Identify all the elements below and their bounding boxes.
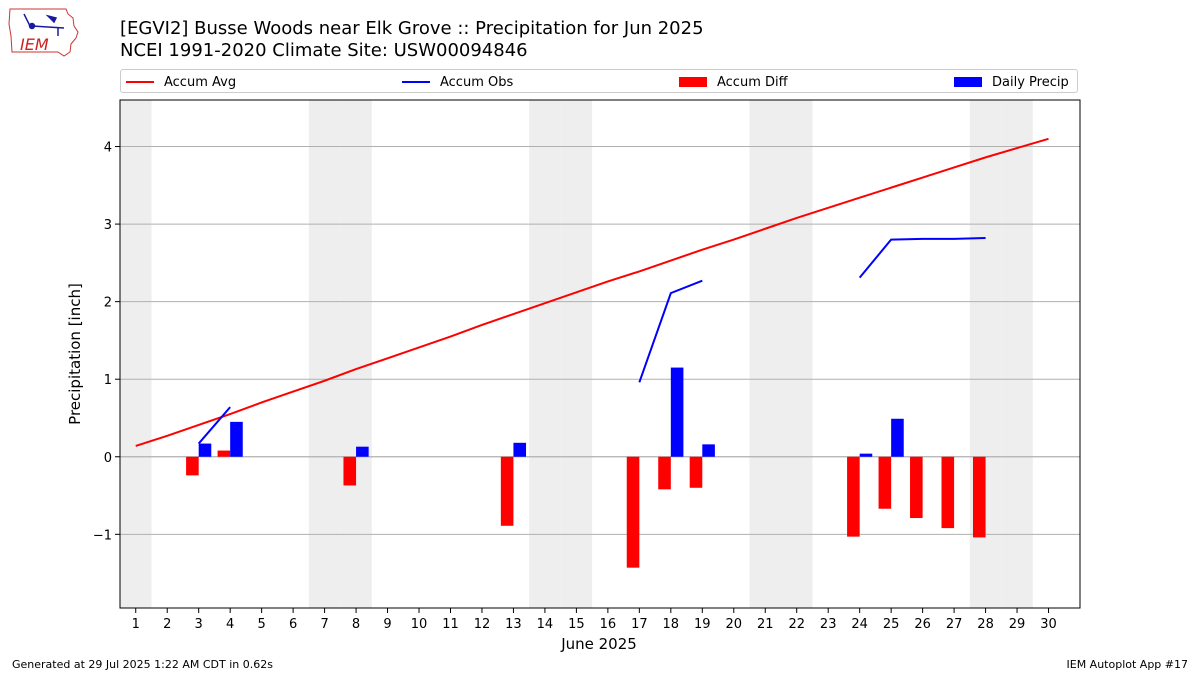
daily-precip-bar bbox=[670, 367, 684, 457]
legend: Accum Avg Accum Obs Accum Diff Daily Pre… bbox=[120, 69, 1078, 93]
y-tick-label: 1 bbox=[104, 373, 112, 388]
generated-note: Generated at 29 Jul 2025 1:22 AM CDT in … bbox=[12, 658, 273, 671]
accum-diff-bar bbox=[626, 456, 640, 568]
daily-precip-bar bbox=[513, 442, 527, 457]
x-tick-label: 20 bbox=[725, 617, 742, 632]
x-tick-label: 27 bbox=[946, 617, 963, 632]
legend-accum-avg-label: Accum Avg bbox=[164, 74, 237, 90]
legend-accum-obs: Accum Obs bbox=[402, 73, 513, 91]
y-tick-label: −1 bbox=[93, 528, 112, 543]
daily-precip-bar bbox=[859, 453, 873, 457]
legend-accum-diff: Accum Diff bbox=[679, 73, 788, 91]
accum-diff-bar bbox=[689, 456, 703, 488]
daily-precip-bar bbox=[891, 418, 904, 457]
accum-diff-bar bbox=[878, 456, 892, 509]
x-tick-label: 24 bbox=[851, 617, 868, 632]
iowa-map-icon: IEM bbox=[8, 8, 79, 57]
bars bbox=[186, 367, 986, 568]
accum-diff-bar bbox=[500, 456, 514, 526]
x-tick-label: 8 bbox=[352, 617, 360, 632]
y-tick-label: 4 bbox=[104, 141, 112, 156]
daily-precip-bar bbox=[198, 443, 212, 457]
x-tick-label: 7 bbox=[320, 617, 328, 632]
accum-diff-bar bbox=[847, 456, 860, 537]
accum-diff-bar bbox=[186, 456, 199, 476]
weekend-band bbox=[529, 100, 561, 608]
x-tick-label: 13 bbox=[505, 617, 522, 632]
x-tick-label: 26 bbox=[914, 617, 931, 632]
plot-frame bbox=[119, 99, 1081, 609]
weekend-band bbox=[1001, 100, 1033, 608]
iem-logo: IEM bbox=[8, 6, 80, 58]
weekend-band bbox=[340, 100, 372, 608]
accum-diff-bar bbox=[972, 456, 986, 538]
weekend-band bbox=[560, 100, 593, 608]
x-tick-label: 16 bbox=[600, 617, 617, 632]
accum-diff-bar bbox=[910, 456, 923, 519]
legend-daily-precip-label: Daily Precip bbox=[992, 74, 1069, 90]
app-note: IEM Autoplot App #17 bbox=[1066, 658, 1189, 671]
x-tick-label: 3 bbox=[195, 617, 203, 632]
x-tick-label: 6 bbox=[289, 617, 297, 632]
legend-accum-avg-swatch bbox=[126, 81, 154, 83]
x-tick-label: 22 bbox=[788, 617, 805, 632]
x-tick-label: 28 bbox=[977, 617, 994, 632]
x-tick-label: 4 bbox=[226, 617, 234, 632]
legend-accum-diff-label: Accum Diff bbox=[717, 74, 788, 90]
x-tick-label: 14 bbox=[537, 617, 554, 632]
accum-diff-bar bbox=[217, 450, 231, 457]
legend-daily-precip-swatch bbox=[954, 77, 982, 87]
x-tick-label: 12 bbox=[474, 617, 491, 632]
x-tick-label: 21 bbox=[757, 617, 774, 632]
weekend-band bbox=[120, 100, 152, 608]
legend-accum-obs-label: Accum Obs bbox=[440, 74, 514, 90]
accum-obs-line bbox=[858, 237, 986, 279]
y-axis-label: Precipitation [inch] bbox=[66, 283, 84, 425]
accum-obs-line bbox=[638, 279, 703, 383]
y-tick-label: 2 bbox=[104, 296, 112, 311]
x-tick-label: 18 bbox=[663, 617, 680, 632]
logo-text: IEM bbox=[20, 35, 49, 54]
weekend-shading bbox=[120, 100, 1033, 608]
x-tick-label: 1 bbox=[132, 617, 140, 632]
daily-precip-bar bbox=[230, 421, 243, 457]
x-tick-label: 11 bbox=[442, 617, 459, 632]
daily-precip-bar bbox=[702, 444, 715, 457]
x-tick-label: 2 bbox=[163, 617, 171, 632]
x-tick-label: 25 bbox=[883, 617, 900, 632]
x-tick-label: 5 bbox=[257, 617, 265, 632]
x-tick-label: 23 bbox=[820, 617, 837, 632]
accum-avg-line bbox=[135, 137, 1049, 447]
weekend-band bbox=[308, 100, 341, 608]
lines bbox=[135, 137, 1049, 447]
x-tick-label: 17 bbox=[631, 617, 648, 632]
x-axis-label: June 2025 bbox=[560, 635, 637, 653]
x-tick-label: 9 bbox=[383, 617, 391, 632]
y-tick-label: 3 bbox=[104, 218, 112, 233]
x-tick-label: 29 bbox=[1009, 617, 1026, 632]
grid-lines bbox=[120, 146, 1080, 535]
y-tick-label: 0 bbox=[104, 451, 112, 466]
chart-subtitle: NCEI 1991-2020 Climate Site: USW00094846 bbox=[120, 40, 528, 61]
chart-title: [EGVI2] Busse Woods near Elk Grove :: Pr… bbox=[120, 18, 704, 39]
legend-accum-avg: Accum Avg bbox=[126, 73, 236, 91]
weekend-band bbox=[780, 100, 813, 608]
legend-accum-obs-swatch bbox=[402, 81, 430, 83]
x-tick-label: 10 bbox=[411, 617, 428, 632]
x-tick-label: 30 bbox=[1040, 617, 1057, 632]
weekend-band bbox=[749, 100, 781, 608]
legend-accum-diff-swatch bbox=[679, 77, 707, 87]
accum-diff-bar bbox=[941, 456, 955, 529]
legend-daily-precip: Daily Precip bbox=[954, 73, 1069, 91]
daily-precip-bar bbox=[356, 446, 369, 457]
accum-diff-bar bbox=[343, 456, 357, 486]
x-tick-label: 19 bbox=[694, 617, 711, 632]
x-tick-label: 15 bbox=[568, 617, 585, 632]
accum-diff-bar bbox=[658, 456, 671, 490]
accum-obs-line bbox=[197, 406, 231, 445]
